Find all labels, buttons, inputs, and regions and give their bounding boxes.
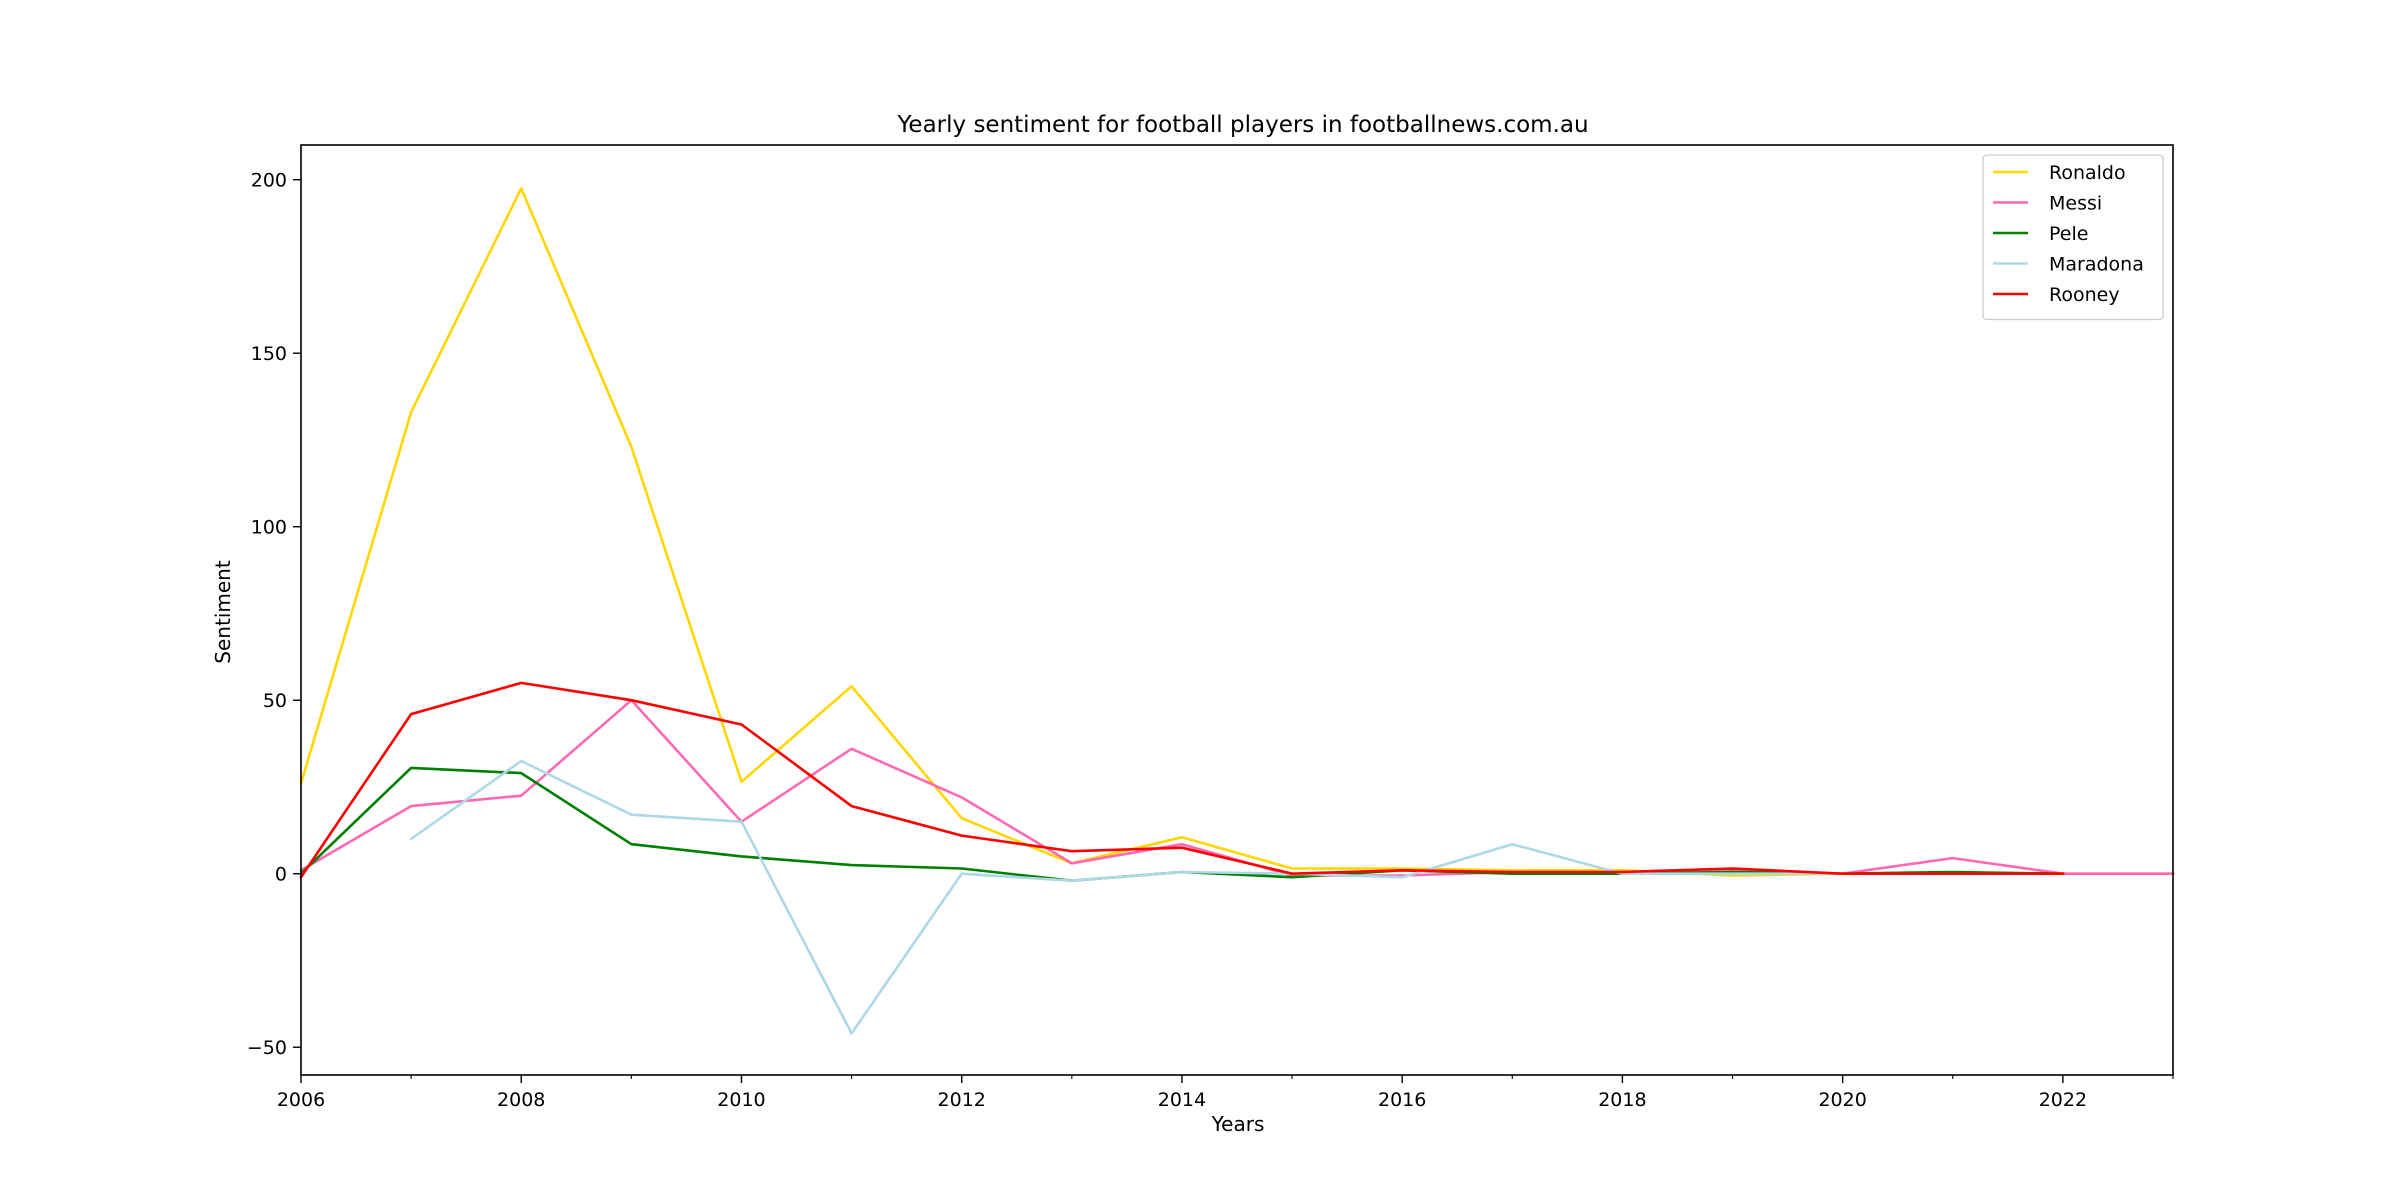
x-tick-label: 2008 (497, 1089, 545, 1111)
x-tick-label: 2016 (1378, 1089, 1426, 1111)
y-axis-label: Sentiment (211, 560, 235, 664)
legend: Ronaldo Messi Pele Maradona Rooney (1982, 154, 2164, 321)
y-tick-label: 0 (275, 864, 287, 886)
x-tick-label: 2014 (1158, 1089, 1206, 1111)
x-tick-label: 2012 (938, 1089, 986, 1111)
x-tick-label: 2010 (717, 1089, 765, 1111)
series-line-ronaldo (299, 187, 2175, 877)
series-line-maradona (409, 759, 1844, 1035)
x-tick-label: 2020 (1818, 1089, 1866, 1111)
y-tick-label: 50 (263, 690, 287, 712)
series-layer (299, 187, 2175, 1035)
x-axis-label: Years (1211, 1112, 1265, 1136)
y-axis-ticks: −50 0 50 100 150 200 (247, 170, 301, 1059)
legend-box (1982, 154, 2164, 321)
plot-frame (300, 144, 2174, 1076)
x-tick-label: 2022 (2039, 1089, 2087, 1111)
chart-title: Yearly sentiment for football players in… (896, 112, 1588, 138)
legend-label-messi: Messi (2049, 193, 2102, 215)
x-tick-label: 2018 (1598, 1089, 1646, 1111)
series-line-pele (299, 766, 2065, 882)
series-line-rooney (299, 681, 2065, 880)
legend-label-ronaldo: Ronaldo (2049, 162, 2126, 184)
legend-label-pele: Pele (2049, 223, 2088, 245)
x-tick-label: 2006 (277, 1089, 325, 1111)
y-tick-label: −50 (247, 1037, 287, 1059)
y-tick-label: 200 (251, 170, 287, 192)
legend-label-rooney: Rooney (2049, 284, 2120, 306)
legend-label-maradona: Maradona (2049, 254, 2144, 276)
y-tick-label: 150 (251, 343, 287, 365)
y-tick-label: 100 (251, 517, 287, 539)
series-line-messi (299, 698, 2175, 877)
x-axis-ticks: 2006 2008 2010 2012 2014 2016 2018 2020 2022 (277, 1075, 2174, 1111)
